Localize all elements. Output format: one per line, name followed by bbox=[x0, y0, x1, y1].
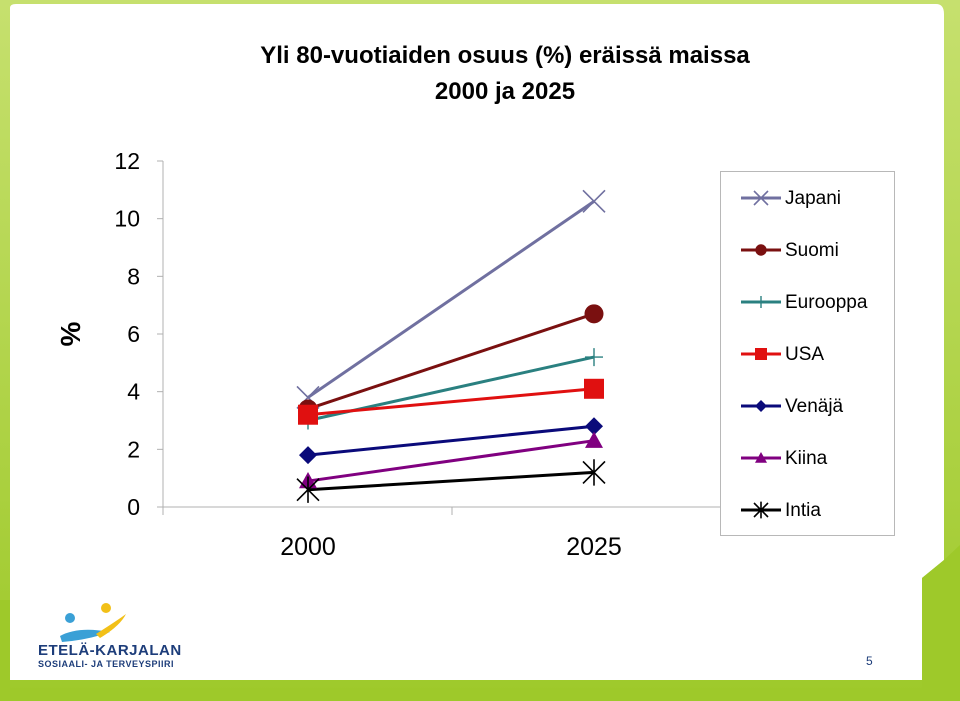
legend-item-eurooppa: Eurooppa bbox=[721, 290, 896, 314]
legend-item-suomi: Suomi bbox=[721, 238, 896, 262]
data-point-intia-2000 bbox=[296, 476, 320, 503]
green-right-band bbox=[922, 545, 960, 701]
data-point-japani-2025 bbox=[582, 189, 606, 213]
data-point-eurooppa-2025 bbox=[585, 348, 603, 367]
legend-marker bbox=[755, 244, 767, 256]
legend-label: Kiina bbox=[785, 448, 828, 469]
data-point-intia-2025 bbox=[582, 459, 606, 486]
data-point-ven-j--2000 bbox=[299, 446, 317, 465]
legend-swatch bbox=[741, 452, 781, 463]
logo-text-name: ETELÄ-KARJALAN bbox=[38, 642, 182, 659]
legend-label: Eurooppa bbox=[785, 292, 868, 313]
legend-label: Suomi bbox=[785, 240, 839, 261]
data-point-usa-2000 bbox=[298, 404, 318, 425]
chart-legend: Japani Suomi Eurooppa USA Venäjä Kiina Intia bbox=[720, 171, 895, 536]
legend-marker bbox=[755, 348, 767, 360]
data-point-kiina-2025 bbox=[585, 431, 603, 448]
data-point-suomi-2025 bbox=[584, 304, 604, 324]
legend-item-intia: Intia bbox=[721, 498, 896, 522]
legend-marker bbox=[755, 296, 767, 308]
x-tick-label: 2000 bbox=[280, 533, 336, 561]
legend-swatch bbox=[741, 190, 781, 206]
green-bottom-band bbox=[0, 600, 960, 701]
legend-label: Intia bbox=[785, 500, 821, 521]
series-line-japani bbox=[307, 200, 595, 399]
logo-text-subtitle: SOSIAALI- JA TERVEYSPIIRI bbox=[38, 659, 175, 669]
legend-item-japani: Japani bbox=[721, 186, 896, 210]
y-tick-label: 0 bbox=[127, 494, 140, 520]
page-number: 5 bbox=[866, 654, 873, 668]
y-tick-label: 4 bbox=[127, 379, 140, 405]
chart-title-line2: 2000 ja 2025 bbox=[434, 78, 576, 105]
series-line-ven-j- bbox=[307, 424, 595, 457]
legend-item-usa: USA bbox=[721, 342, 896, 366]
series-line-intia bbox=[307, 470, 595, 492]
y-tick-label: 6 bbox=[127, 321, 140, 347]
y-tick-label: 8 bbox=[127, 263, 140, 289]
y-axis-label: % bbox=[55, 321, 86, 346]
legend-marker bbox=[753, 501, 769, 519]
legend-marker bbox=[755, 400, 767, 412]
series-line-usa bbox=[307, 387, 595, 417]
logo-icon bbox=[60, 603, 126, 642]
legend-swatch bbox=[741, 400, 781, 412]
legend-item-kiina: Kiina bbox=[721, 446, 896, 470]
legend-marker bbox=[753, 190, 769, 206]
legend-swatch bbox=[741, 244, 781, 256]
legend-label: Japani bbox=[785, 188, 841, 209]
legend-swatch bbox=[741, 296, 781, 308]
y-tick-label: 12 bbox=[114, 148, 140, 174]
data-point-ven-j--2025 bbox=[585, 417, 603, 436]
legend-label: USA bbox=[785, 344, 825, 365]
series-line-suomi bbox=[307, 312, 595, 411]
legend-swatch bbox=[741, 348, 781, 360]
chart-title-line1: Yli 80-vuotiaiden osuus (%) eräissä mais… bbox=[260, 42, 750, 69]
legend-label: Venäjä bbox=[785, 396, 844, 417]
series-line-kiina bbox=[307, 439, 595, 483]
data-point-usa-2025 bbox=[584, 378, 604, 399]
x-tick-label: 2025 bbox=[566, 533, 622, 561]
y-tick-label: 10 bbox=[114, 206, 140, 232]
legend-swatch bbox=[741, 501, 781, 519]
legend-item-ven-j-: Venäjä bbox=[721, 394, 896, 418]
y-tick-label: 2 bbox=[127, 436, 140, 462]
legend-marker bbox=[755, 452, 767, 463]
